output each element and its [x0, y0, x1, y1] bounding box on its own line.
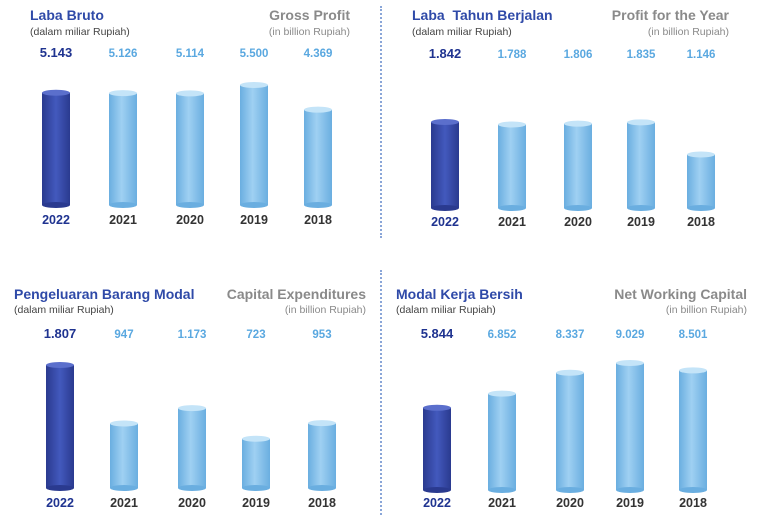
year-label: 2019: [627, 215, 655, 229]
year-label: 2018: [308, 496, 336, 510]
value-label: 5.844: [421, 326, 454, 341]
bar-2021: [488, 390, 516, 493]
value-label: 5.143: [40, 45, 73, 60]
chart-profit-year: 1.842 2022 1.788 2021 1.806 2020 1.835 2019 1.14…: [429, 46, 716, 229]
value-label: 1.835: [627, 49, 656, 61]
year-label: 2021: [488, 496, 516, 510]
divider-bottom: [380, 270, 382, 515]
panel-subtitle-id: (dalam miliar Rupiah): [30, 26, 130, 38]
bar-2018: [304, 106, 332, 208]
panel-subtitle-en: (in billion Rupiah): [665, 304, 747, 316]
bar-2018: [308, 420, 336, 491]
bar-2018: [687, 151, 715, 211]
value-label: 1.842: [429, 46, 462, 61]
panel-profit-year: Laba Tahun Berjalan (dalam miliar Rupiah…: [380, 0, 759, 240]
panel-title-id: Laba Bruto: [30, 7, 104, 23]
bar-2021: [110, 420, 138, 491]
bar-2019: [627, 119, 655, 211]
bar-2019: [242, 435, 270, 491]
bar-2022: [46, 362, 74, 491]
panel-title-en: Profit for the Year: [611, 7, 729, 23]
year-label: 2018: [679, 496, 707, 510]
value-label: 953: [312, 329, 331, 341]
panel-gross-profit: Laba Bruto (dalam miliar Rupiah) Gross P…: [0, 0, 380, 240]
panel-subtitle-en: (in billion Rupiah): [268, 26, 350, 38]
bar-2022: [431, 119, 459, 211]
year-label: 2022: [423, 496, 451, 510]
year-label: 2022: [431, 215, 459, 229]
year-label: 2021: [109, 213, 137, 227]
bar-2022: [42, 89, 70, 208]
value-label: 9.029: [616, 329, 645, 341]
panel-title-en: Capital Expenditures: [226, 286, 366, 302]
value-label: 5.126: [109, 48, 138, 60]
panel-subtitle-id: (dalam miliar Rupiah): [396, 304, 496, 316]
year-label: 2021: [110, 496, 138, 510]
bar-2020: [556, 369, 584, 493]
year-label: 2020: [176, 213, 204, 227]
panel-subtitle-id: (dalam miliar Rupiah): [412, 26, 512, 38]
value-label: 1.807: [44, 326, 77, 341]
panel-capex: Pengeluaran Barang Modal (dalam miliar R…: [0, 270, 380, 519]
chart-capex: 1.807 2022 947 2021 1.173 2020 723 2019 953 2018: [44, 326, 336, 510]
value-label: 5.500: [240, 48, 269, 60]
value-label: 6.852: [488, 329, 517, 341]
bar-2021: [498, 121, 526, 211]
year-label: 2021: [498, 215, 526, 229]
panel-title-id: Modal Kerja Bersih: [396, 286, 523, 302]
year-label: 2020: [178, 496, 206, 510]
panel-title-id: Laba Tahun Berjalan: [412, 7, 553, 23]
bar-2021: [109, 90, 137, 208]
value-label: 8.501: [679, 329, 708, 341]
year-label: 2018: [687, 215, 715, 229]
panel-title-id: Pengeluaran Barang Modal: [14, 286, 195, 302]
value-label: 1.146: [687, 49, 716, 61]
year-label: 2018: [304, 213, 332, 227]
value-label: 1.173: [178, 329, 207, 341]
year-label: 2020: [564, 215, 592, 229]
bar-2019: [616, 360, 644, 493]
value-label: 1.806: [564, 49, 593, 61]
panel-subtitle-en: (in billion Rupiah): [647, 26, 729, 38]
year-label: 2019: [240, 213, 268, 227]
panel-net-working-capital: Modal Kerja Bersih (dalam miliar Rupiah)…: [380, 270, 759, 519]
bar-2019: [240, 82, 268, 208]
chart-gross-profit: 5.143 2022 5.126 2021 5.114 2020 5.500 2019 4.36…: [40, 45, 333, 227]
year-label: 2020: [556, 496, 584, 510]
bar-2020: [564, 120, 592, 211]
panel-title-en: Net Working Capital: [614, 286, 747, 302]
divider-top: [380, 6, 382, 238]
year-label: 2019: [616, 496, 644, 510]
value-label: 947: [114, 329, 133, 341]
bar-2022: [423, 404, 451, 493]
value-label: 1.788: [498, 49, 527, 61]
value-label: 5.114: [176, 48, 205, 60]
bar-2020: [176, 90, 204, 208]
chart-net-working-capital: 5.844 2022 6.852 2021 8.337 2020 9.029 2019 8.50…: [421, 326, 708, 510]
year-label: 2019: [242, 496, 270, 510]
value-label: 4.369: [304, 48, 333, 60]
bar-2018: [679, 367, 707, 493]
bar-2020: [178, 405, 206, 491]
panel-title-en: Gross Profit: [269, 7, 350, 23]
year-label: 2022: [42, 213, 70, 227]
value-label: 8.337: [556, 329, 585, 341]
panel-subtitle-en: (in billion Rupiah): [284, 304, 366, 316]
panel-subtitle-id: (dalam miliar Rupiah): [14, 304, 114, 316]
value-label: 723: [246, 329, 265, 341]
year-label: 2022: [46, 496, 74, 510]
